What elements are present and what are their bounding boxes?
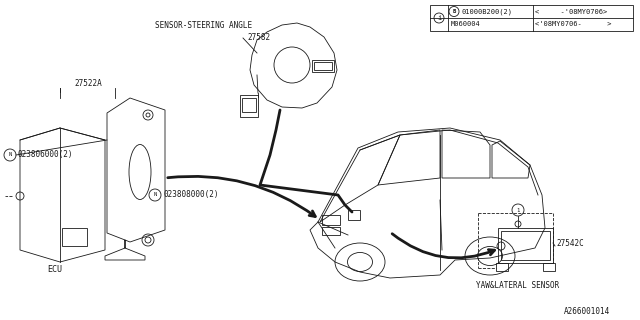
Text: 01000B200(2): 01000B200(2) xyxy=(461,8,512,15)
Bar xyxy=(322,215,340,225)
Text: ECU: ECU xyxy=(47,266,63,275)
Text: B: B xyxy=(452,9,456,14)
Bar xyxy=(242,98,256,112)
Text: YAW&LATERAL SENSOR: YAW&LATERAL SENSOR xyxy=(476,282,559,291)
Bar xyxy=(312,60,334,72)
Text: 023808000(2): 023808000(2) xyxy=(163,190,218,199)
Bar xyxy=(322,227,340,235)
Bar xyxy=(496,263,508,271)
Text: 27542C: 27542C xyxy=(556,238,584,247)
Text: 27522A: 27522A xyxy=(74,78,102,87)
Bar xyxy=(240,95,258,117)
Bar xyxy=(430,5,633,31)
Text: 27582: 27582 xyxy=(247,33,270,42)
Text: A266001014: A266001014 xyxy=(564,308,610,316)
Text: N: N xyxy=(8,153,12,157)
Bar xyxy=(314,62,332,70)
Text: SENSOR-STEERING ANGLE: SENSOR-STEERING ANGLE xyxy=(155,20,252,29)
Bar xyxy=(498,228,553,263)
Text: 023806000(2): 023806000(2) xyxy=(18,150,74,159)
Text: M060004: M060004 xyxy=(451,21,481,28)
Bar xyxy=(543,263,555,271)
Text: 1: 1 xyxy=(516,207,520,212)
Bar xyxy=(62,228,87,246)
Bar xyxy=(348,210,360,220)
Text: <     -'08MY0706>: < -'08MY0706> xyxy=(535,9,607,14)
Text: N: N xyxy=(154,193,157,197)
Text: <'08MY0706-      >: <'08MY0706- > xyxy=(535,21,611,28)
Bar xyxy=(501,231,550,260)
Text: i: i xyxy=(437,15,441,21)
